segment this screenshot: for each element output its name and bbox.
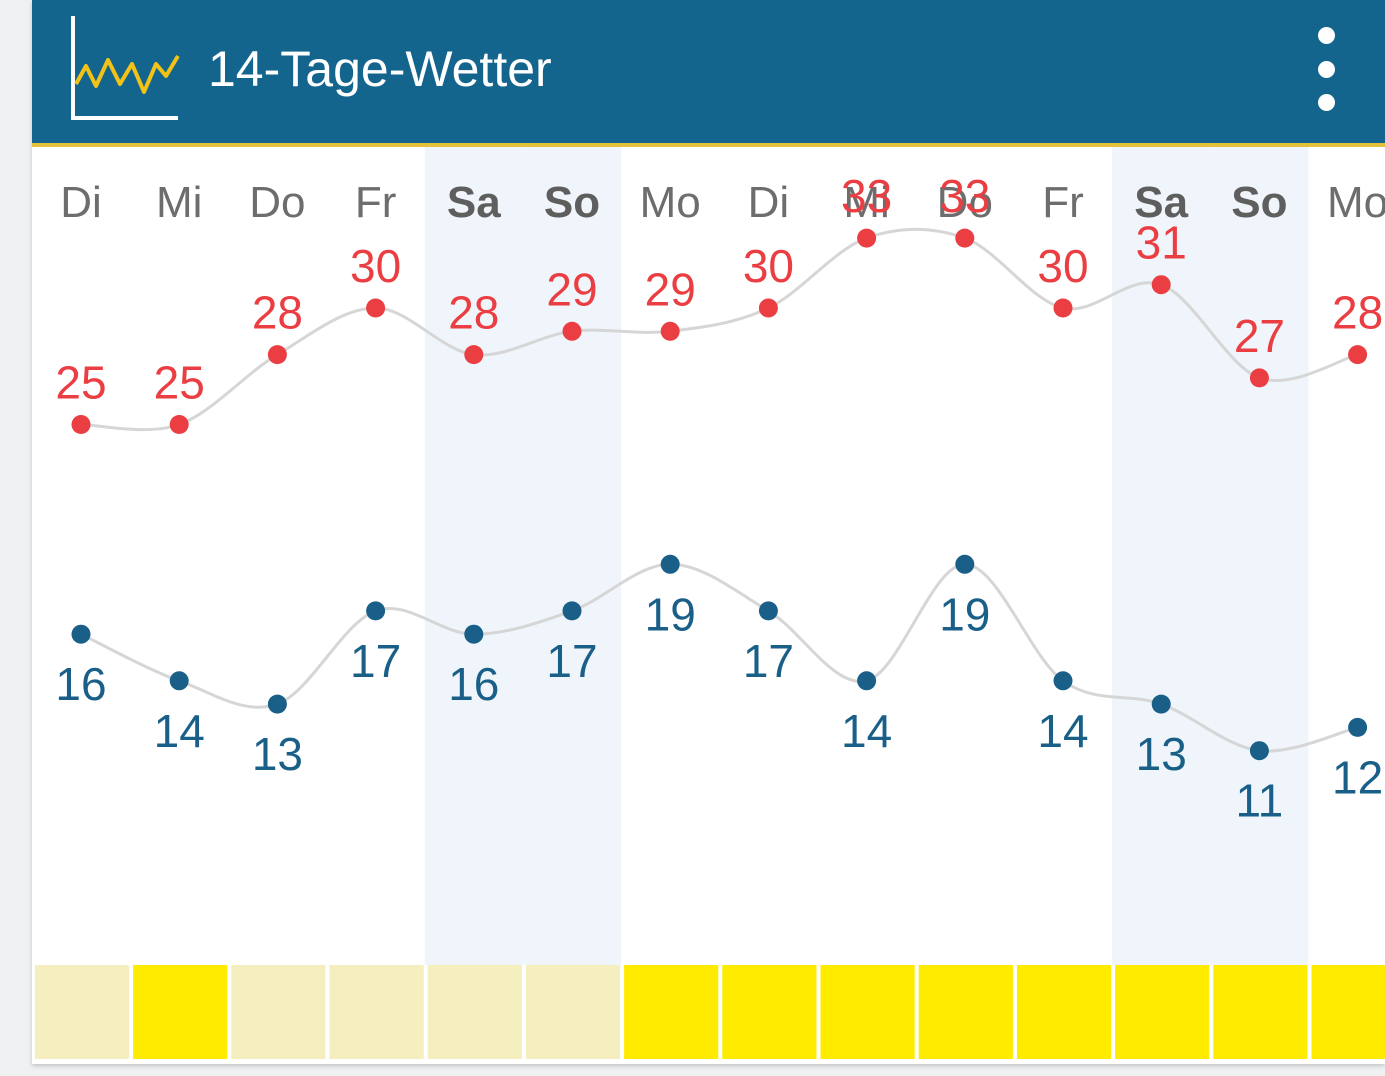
sunshine-bar [1016, 965, 1112, 1059]
sunshine-bar [722, 965, 817, 1059]
low-temp-point [1348, 717, 1368, 737]
high-temp-label: 33 [939, 170, 990, 222]
low-temp-label: 12 [1332, 751, 1383, 803]
line-chart-icon [71, 16, 180, 120]
sunshine-bar [918, 965, 1013, 1059]
sunshine-bar [1311, 965, 1385, 1059]
low-temp-point [464, 624, 484, 644]
high-temp-point [562, 321, 582, 341]
sunshine-bar [1115, 965, 1210, 1059]
low-temp-point [1249, 741, 1269, 761]
sunshine-bar [231, 965, 326, 1059]
app-header: 14-Tage-Wetter [32, 0, 1385, 147]
day-label: Mi [156, 178, 202, 227]
weekend-column [424, 147, 523, 965]
day-label: Sa [1134, 178, 1188, 227]
low-temp-label: 17 [546, 635, 597, 687]
low-temp-point [955, 554, 975, 574]
low-temp-point [758, 601, 778, 621]
day-label: Di [60, 178, 102, 227]
sunshine-bar [133, 965, 228, 1059]
day-label: Do [249, 178, 305, 227]
low-temp-label: 13 [252, 728, 303, 780]
day-label: Mi [843, 178, 889, 227]
low-temp-point [1151, 694, 1171, 714]
low-temp-point [857, 671, 877, 691]
day-label: So [544, 178, 600, 227]
high-temp-point [71, 415, 91, 434]
day-label: Do [937, 178, 993, 227]
high-temp-point [169, 415, 189, 434]
weekend-column [522, 147, 622, 965]
low-temp-point [660, 554, 680, 574]
high-temp-label: 25 [55, 357, 106, 409]
day-label: Di [748, 178, 790, 227]
sunshine-bar [624, 965, 719, 1059]
sunshine-bar [525, 965, 621, 1059]
low-temp-label: 14 [841, 705, 892, 757]
low-temp-label: 17 [350, 635, 401, 687]
high-temp-label: 31 [1136, 217, 1187, 269]
high-temp-label: 25 [154, 357, 205, 409]
high-temp-label: 30 [350, 240, 401, 292]
high-temp-label: 28 [252, 287, 303, 339]
low-temp-point [71, 624, 91, 644]
high-temp-point [366, 298, 386, 318]
more-vert-icon[interactable] [1307, 24, 1347, 114]
day-label: Mo [640, 178, 701, 227]
high-temp-label: 28 [1332, 287, 1383, 339]
high-temp-point [660, 321, 680, 341]
high-temp-label: 28 [448, 287, 499, 339]
day-label: Mo [1327, 178, 1385, 227]
temperature-chart: Di Mi Do Fr Sa So Mo Di Mi Do Fr Sa So Mo 25 25 28 30 28 29… [34, 147, 1385, 1059]
low-temp-label: 16 [55, 658, 106, 710]
low-temp-label: 14 [154, 705, 205, 757]
high-temp-label: 30 [1037, 240, 1088, 292]
high-temp-point [267, 345, 287, 365]
high-temp-point [1053, 298, 1073, 318]
high-temp-point [955, 228, 975, 248]
high-temp-point [464, 345, 484, 365]
high-temp-point [1348, 345, 1368, 365]
low-temp-label: 19 [645, 588, 696, 640]
sunshine-bar [427, 965, 522, 1059]
day-label: Fr [1042, 178, 1084, 227]
sunshine-bar [820, 965, 915, 1059]
high-temp-point [857, 228, 877, 248]
weekend-column [1210, 147, 1309, 965]
high-temp-label: 29 [546, 263, 597, 315]
high-temp-label: 33 [841, 170, 892, 222]
low-temp-line [80, 562, 1358, 753]
low-temp-label: 11 [1236, 775, 1284, 827]
sunshine-bar [329, 965, 424, 1059]
sunshine-bar [34, 965, 130, 1059]
low-temp-label: 19 [939, 588, 990, 640]
high-temp-point [1151, 275, 1171, 295]
low-temp-label: 17 [743, 635, 794, 687]
low-temp-point [1053, 671, 1073, 691]
low-temp-point [267, 694, 287, 714]
weather-card: 14-Tage-Wetter Di Mi Do Fr Sa So Mo Di Mi Do Fr Sa S… [32, 0, 1385, 1064]
low-temp-point [366, 601, 386, 621]
sunshine-bar [1213, 965, 1308, 1059]
day-label: Fr [355, 178, 397, 227]
day-label: So [1231, 178, 1287, 227]
high-temp-label: 29 [645, 263, 696, 315]
high-temp-point [1249, 368, 1269, 388]
low-temp-point [562, 601, 582, 621]
low-temp-label: 14 [1037, 705, 1088, 757]
high-temp-point [758, 298, 778, 318]
low-temp-point [169, 671, 189, 691]
high-temp-label: 30 [743, 240, 794, 292]
high-temp-label: 27 [1234, 310, 1285, 362]
low-temp-label: 13 [1136, 728, 1187, 780]
day-label: Sa [447, 178, 501, 227]
low-temp-label: 16 [448, 658, 499, 710]
page-title: 14-Tage-Wetter [208, 41, 552, 97]
weekend-column [1112, 147, 1211, 965]
